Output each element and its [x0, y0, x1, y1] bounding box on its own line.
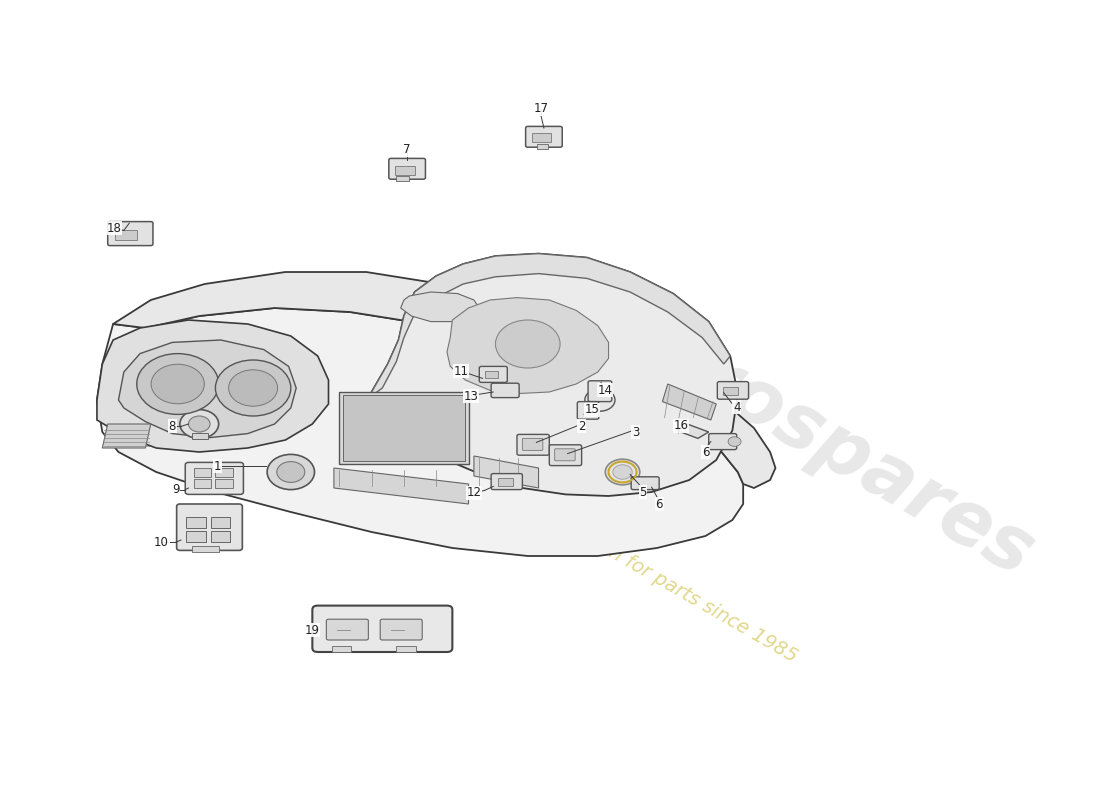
FancyBboxPatch shape: [517, 434, 549, 455]
Polygon shape: [97, 320, 329, 452]
Text: 11: 11: [453, 365, 469, 378]
Polygon shape: [97, 308, 744, 556]
FancyBboxPatch shape: [491, 383, 519, 398]
Bar: [216, 468, 232, 477]
Text: 13: 13: [463, 390, 478, 402]
Circle shape: [495, 320, 560, 368]
Bar: [191, 433, 208, 439]
Polygon shape: [474, 456, 539, 488]
Text: 16: 16: [673, 419, 689, 432]
Bar: [186, 517, 206, 528]
Bar: [211, 531, 231, 542]
Bar: [342, 395, 465, 461]
Bar: [194, 468, 211, 477]
Text: 18: 18: [107, 222, 122, 234]
FancyBboxPatch shape: [185, 462, 243, 494]
FancyBboxPatch shape: [381, 619, 422, 640]
Circle shape: [613, 465, 632, 479]
Text: 9: 9: [172, 483, 179, 496]
Circle shape: [728, 437, 741, 446]
Circle shape: [277, 462, 305, 482]
FancyBboxPatch shape: [327, 619, 368, 640]
Text: 7: 7: [404, 143, 411, 156]
Bar: [191, 546, 219, 552]
FancyBboxPatch shape: [549, 445, 582, 466]
Polygon shape: [334, 468, 469, 504]
Bar: [485, 371, 497, 378]
FancyBboxPatch shape: [108, 222, 153, 246]
Text: 2: 2: [578, 420, 585, 433]
Circle shape: [188, 416, 210, 432]
FancyBboxPatch shape: [554, 449, 575, 461]
Text: 6: 6: [656, 498, 663, 510]
Bar: [211, 517, 231, 528]
FancyBboxPatch shape: [717, 382, 749, 399]
FancyBboxPatch shape: [578, 402, 598, 419]
Bar: [396, 176, 409, 181]
Polygon shape: [355, 254, 738, 496]
Text: 12: 12: [466, 486, 482, 499]
FancyBboxPatch shape: [177, 504, 242, 550]
FancyBboxPatch shape: [522, 438, 542, 450]
FancyBboxPatch shape: [480, 366, 507, 382]
Bar: [332, 646, 351, 652]
Bar: [216, 479, 232, 488]
Circle shape: [605, 459, 640, 485]
Text: 17: 17: [534, 102, 548, 115]
Bar: [532, 133, 551, 142]
Bar: [497, 478, 513, 486]
FancyBboxPatch shape: [312, 606, 452, 652]
FancyBboxPatch shape: [388, 158, 426, 179]
Text: 4: 4: [733, 401, 740, 414]
Circle shape: [136, 354, 219, 414]
Polygon shape: [368, 254, 730, 398]
Text: a passion for parts since 1985: a passion for parts since 1985: [536, 502, 800, 666]
Bar: [186, 531, 206, 542]
Bar: [194, 479, 211, 488]
Circle shape: [180, 410, 219, 438]
Text: eurospares: eurospares: [591, 287, 1046, 593]
Bar: [396, 646, 416, 652]
Polygon shape: [676, 424, 708, 438]
Bar: [395, 166, 415, 175]
FancyBboxPatch shape: [588, 381, 612, 402]
Text: 3: 3: [631, 426, 639, 438]
FancyBboxPatch shape: [491, 474, 522, 490]
Circle shape: [216, 360, 290, 416]
Polygon shape: [113, 272, 775, 488]
Circle shape: [585, 389, 615, 411]
Polygon shape: [119, 340, 296, 438]
FancyBboxPatch shape: [631, 477, 659, 490]
Bar: [538, 144, 548, 149]
FancyBboxPatch shape: [708, 434, 737, 450]
Text: 10: 10: [154, 536, 169, 549]
Text: 8: 8: [168, 420, 176, 433]
FancyBboxPatch shape: [339, 392, 469, 464]
Polygon shape: [400, 292, 480, 322]
Circle shape: [267, 454, 315, 490]
Circle shape: [229, 370, 277, 406]
Text: 5: 5: [639, 486, 647, 498]
Polygon shape: [102, 424, 151, 448]
Text: 19: 19: [305, 624, 320, 637]
Polygon shape: [447, 298, 608, 394]
Text: 1: 1: [213, 460, 221, 473]
FancyBboxPatch shape: [526, 126, 562, 147]
Polygon shape: [662, 384, 716, 420]
Circle shape: [151, 364, 205, 404]
Bar: [723, 387, 738, 395]
Text: 15: 15: [585, 403, 600, 416]
Bar: [116, 230, 136, 240]
Text: 14: 14: [597, 384, 613, 397]
Text: 6: 6: [702, 446, 710, 458]
